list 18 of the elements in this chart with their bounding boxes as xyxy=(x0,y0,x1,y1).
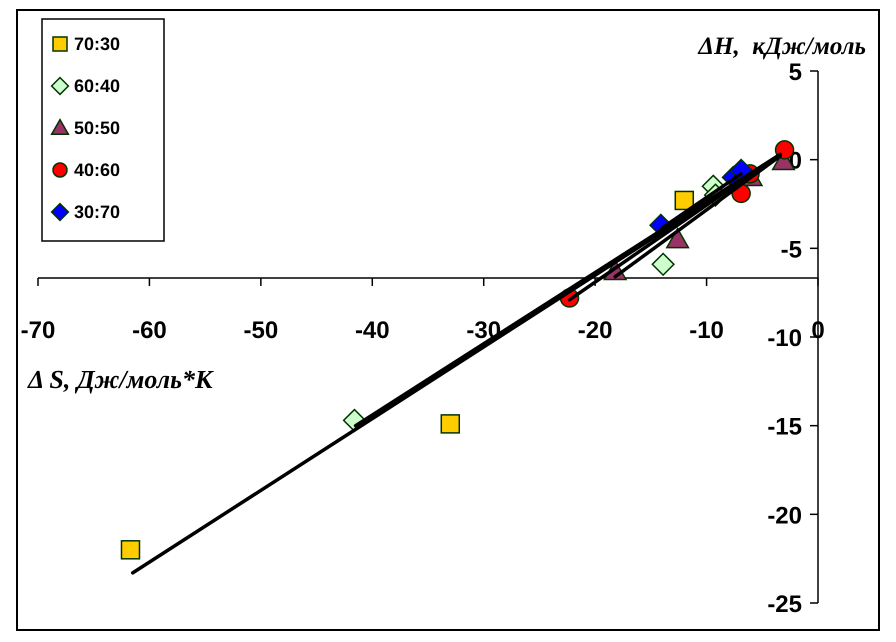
y-tick-label: -20 xyxy=(767,502,802,530)
legend-label: 40:60 xyxy=(74,160,120,180)
y-axis-title: ΔH, кДж/моль xyxy=(697,33,866,60)
y-tick-label: -25 xyxy=(767,591,802,618)
legend-label: 30:70 xyxy=(74,202,120,222)
legend-label: 70:30 xyxy=(74,34,120,54)
x-tick-label: -50 xyxy=(244,316,278,344)
x-tick-label: -10 xyxy=(689,316,724,344)
x-axis-title: Δ S, Дж/моль*К xyxy=(27,365,214,394)
y-tick-label: 5 xyxy=(788,59,802,86)
y-tick-label: -15 xyxy=(767,414,802,441)
legend-label: 50:50 xyxy=(74,118,120,138)
x-tick-label: -40 xyxy=(354,316,390,344)
x-tick-label: -60 xyxy=(132,316,167,344)
y-tick-label: -5 xyxy=(780,236,802,264)
legend-label: 60:40 xyxy=(74,76,120,96)
x-tick-label: -70 xyxy=(20,316,56,344)
x-tick-label: -20 xyxy=(578,316,612,344)
